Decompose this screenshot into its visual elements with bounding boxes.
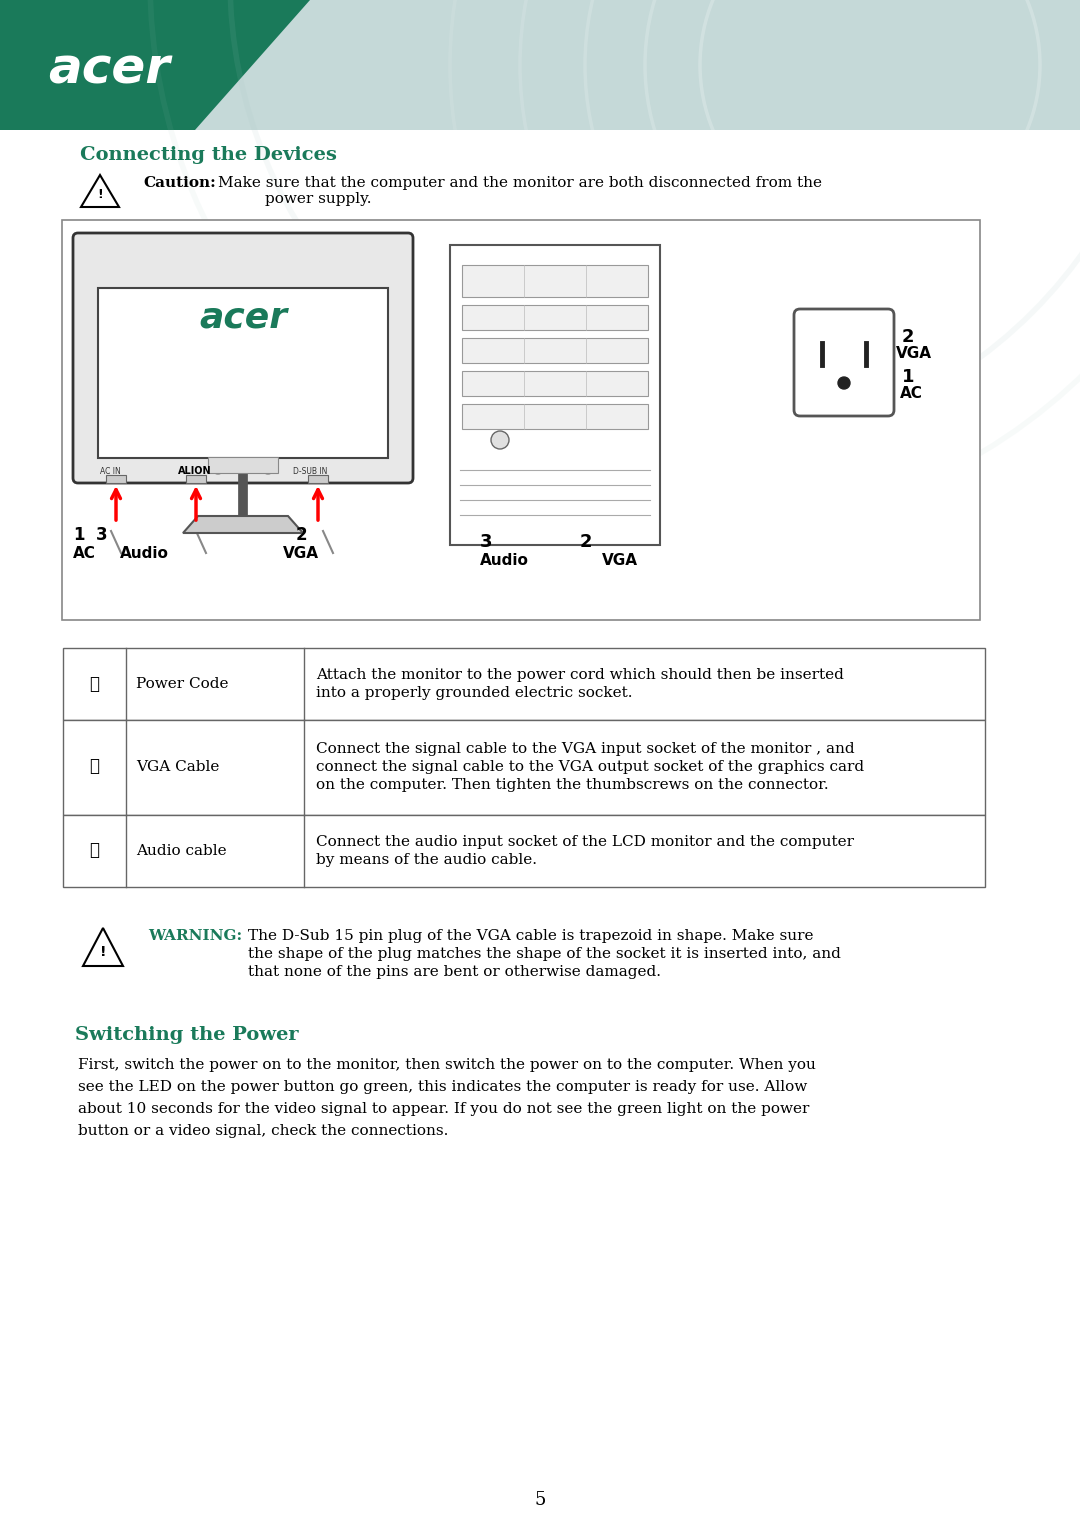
Circle shape — [838, 377, 850, 390]
Bar — [63, 814, 985, 886]
Text: ③: ③ — [89, 842, 99, 859]
Text: VGA: VGA — [602, 553, 638, 568]
Text: button or a video signal, check the connections.: button or a video signal, check the conn… — [78, 1125, 448, 1138]
Text: 1: 1 — [902, 368, 915, 387]
Text: Connect the signal cable to the VGA input socket of the monitor , and: Connect the signal cable to the VGA inpu… — [316, 743, 854, 756]
Text: 2: 2 — [296, 526, 308, 544]
Text: WARNING:: WARNING: — [148, 929, 242, 943]
Text: Audio: Audio — [120, 545, 168, 561]
Text: 1: 1 — [73, 526, 84, 544]
Bar — [450, 244, 660, 545]
Text: Caution:: Caution: — [143, 176, 216, 189]
Bar — [462, 371, 648, 396]
Text: VGA Cable: VGA Cable — [136, 759, 219, 775]
Text: The D-Sub 15 pin plug of the VGA cable is trapezoid in shape. Make sure: The D-Sub 15 pin plug of the VGA cable i… — [248, 929, 813, 943]
Bar — [106, 475, 126, 483]
Text: Audio: Audio — [480, 553, 529, 568]
Text: Make sure that the computer and the monitor are both disconnected from the: Make sure that the computer and the moni… — [218, 176, 822, 189]
Text: D-SUB IN: D-SUB IN — [293, 466, 327, 475]
Bar — [208, 457, 278, 474]
Text: VGA: VGA — [283, 545, 319, 561]
Bar — [462, 403, 648, 429]
Text: into a properly grounded electric socket.: into a properly grounded electric socket… — [316, 686, 633, 700]
Text: Connect the audio input socket of the LCD monitor and the computer: Connect the audio input socket of the LC… — [316, 834, 854, 850]
Text: acer: acer — [48, 46, 170, 95]
Text: acer: acer — [199, 301, 287, 335]
Text: the shape of the plug matches the shape of the socket it is inserted into, and: the shape of the plug matches the shape … — [248, 947, 841, 961]
Bar — [186, 475, 206, 483]
Circle shape — [212, 461, 224, 474]
Polygon shape — [183, 516, 303, 533]
Bar — [63, 720, 985, 814]
Text: ①: ① — [89, 675, 99, 692]
Bar — [462, 306, 648, 330]
Text: Power Code: Power Code — [136, 677, 229, 691]
Bar — [0, 0, 1080, 130]
Text: 5: 5 — [535, 1491, 545, 1510]
Text: ②: ② — [89, 758, 99, 776]
Text: on the computer. Then tighten the thumbscrews on the connector.: on the computer. Then tighten the thumbs… — [316, 778, 828, 792]
Bar — [462, 264, 648, 296]
Text: 3: 3 — [480, 533, 492, 552]
Text: 2: 2 — [580, 533, 593, 552]
Text: 2: 2 — [902, 329, 915, 345]
Text: !: ! — [97, 188, 103, 202]
Bar — [98, 287, 388, 458]
Text: that none of the pins are bent or otherwise damaged.: that none of the pins are bent or otherw… — [248, 966, 661, 979]
Bar — [63, 648, 985, 720]
Text: !: ! — [99, 944, 106, 960]
Circle shape — [491, 431, 509, 449]
FancyBboxPatch shape — [73, 232, 413, 483]
Text: AC: AC — [900, 385, 923, 400]
Polygon shape — [0, 0, 310, 130]
Text: ALION: ALION — [178, 466, 212, 477]
FancyBboxPatch shape — [794, 309, 894, 416]
Text: connect the signal cable to the VGA output socket of the graphics card: connect the signal cable to the VGA outp… — [316, 759, 864, 775]
Text: see the LED on the power button go green, this indicates the computer is ready f: see the LED on the power button go green… — [78, 1080, 807, 1094]
Bar — [308, 475, 328, 483]
Text: 3: 3 — [96, 526, 108, 544]
Bar — [62, 220, 980, 620]
Text: about 10 seconds for the video signal to appear. If you do not see the green lig: about 10 seconds for the video signal to… — [78, 1102, 809, 1115]
Text: Connecting the Devices: Connecting the Devices — [80, 147, 337, 163]
Text: Audio cable: Audio cable — [136, 843, 227, 859]
Text: AC: AC — [73, 545, 96, 561]
Text: Switching the Power: Switching the Power — [75, 1025, 299, 1044]
Text: by means of the audio cable.: by means of the audio cable. — [316, 853, 537, 866]
Text: VGA: VGA — [896, 345, 932, 361]
Text: First, switch the power on to the monitor, then switch the power on to the compu: First, switch the power on to the monito… — [78, 1057, 815, 1073]
Text: AC IN: AC IN — [100, 466, 121, 475]
Text: power supply.: power supply. — [265, 193, 372, 206]
Bar — [462, 338, 648, 364]
Circle shape — [262, 461, 274, 474]
Text: Attach the monitor to the power cord which should then be inserted: Attach the monitor to the power cord whi… — [316, 668, 843, 681]
